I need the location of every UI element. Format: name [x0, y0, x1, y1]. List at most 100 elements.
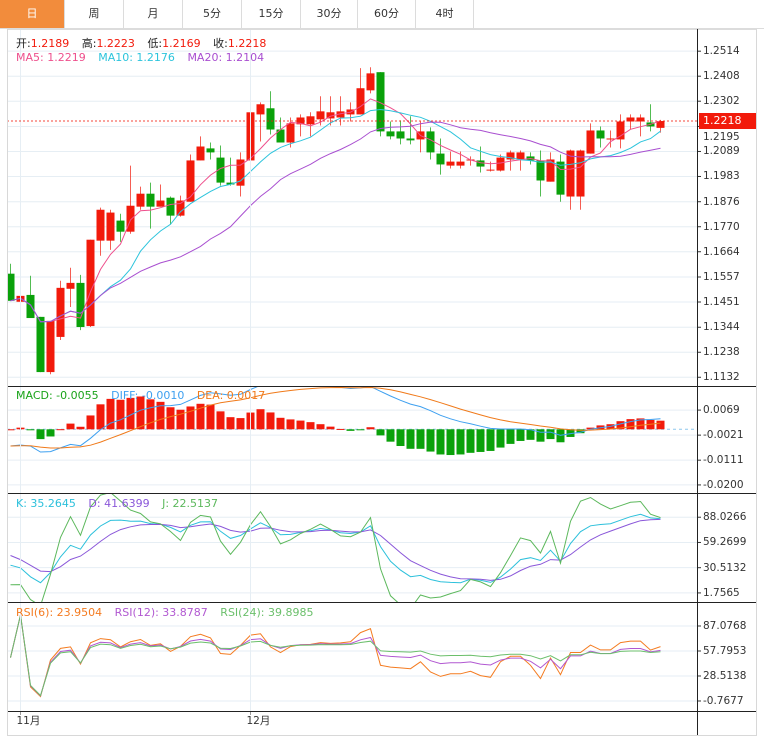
candle-body — [126, 205, 135, 232]
candle-up — [196, 136, 205, 161]
price-tick-label: 1.1132 — [703, 371, 740, 384]
candle-body — [506, 152, 515, 160]
macd-bar — [136, 396, 145, 430]
price-tick-label: 1.1770 — [703, 220, 740, 233]
candle-down — [396, 120, 405, 145]
tab-15min[interactable]: 15分 — [242, 0, 301, 28]
current-price-label: 1.2218 — [699, 113, 756, 130]
macd-bar — [416, 429, 425, 449]
candle-body — [586, 130, 595, 154]
candle-up — [616, 114, 625, 149]
candle-body — [136, 193, 145, 207]
macd-bar — [326, 426, 335, 430]
candle-body — [76, 282, 85, 328]
candle-down — [386, 121, 395, 140]
high-value: 1.2223 — [96, 37, 135, 50]
ma-legend: MA5: 1.2219 MA10: 1.2176 MA20: 1.2104 — [16, 51, 264, 64]
candle-up — [626, 114, 635, 130]
macd-bar — [506, 429, 515, 444]
candle-body — [196, 146, 205, 161]
tab-60min[interactable]: 60分 — [358, 0, 416, 28]
candle-up — [86, 239, 95, 328]
candle-down — [26, 275, 35, 319]
price-tick-label: 1.2089 — [703, 145, 740, 158]
macd-bar — [656, 420, 665, 430]
candle-down — [426, 127, 435, 160]
tab-5min[interactable]: 5分 — [183, 0, 242, 28]
candle-up — [516, 150, 525, 171]
macd-bar — [516, 429, 525, 441]
k-value: K: 35.2645 — [16, 497, 76, 510]
rsi-tick-label: -0.7677 — [703, 694, 744, 707]
price-tick-label: 1.1557 — [703, 270, 740, 283]
macd-bar — [166, 407, 175, 430]
macd-bar — [126, 397, 135, 430]
ma10-line — [10, 108, 661, 323]
price-tick-label: 1.1344 — [703, 321, 740, 334]
dea-line — [10, 387, 661, 449]
candle-body — [146, 193, 155, 207]
tab-week[interactable]: 周 — [65, 0, 124, 28]
candle-down — [226, 157, 235, 186]
macd-bar — [176, 409, 185, 430]
candle-body — [106, 212, 115, 241]
macd-bar — [26, 429, 35, 431]
candle-body — [596, 130, 605, 139]
open-label: 开: — [16, 37, 31, 50]
kdj-tick-label: 88.0266 — [703, 511, 747, 524]
candle-up — [636, 114, 645, 137]
macd-bar — [306, 422, 315, 430]
macd-bar — [546, 429, 555, 440]
price-tick-label: 1.1983 — [703, 170, 740, 183]
candle-body — [306, 116, 315, 125]
tab-month[interactable]: 月 — [124, 0, 183, 28]
candle-up — [96, 207, 105, 256]
tab-30min[interactable]: 30分 — [301, 0, 358, 28]
candle-up — [236, 152, 245, 197]
candle-down — [376, 72, 385, 137]
macd-bar — [116, 399, 125, 430]
macd-bar — [226, 417, 235, 430]
candle-body — [7, 273, 15, 301]
candle-body — [366, 73, 375, 91]
candle-down — [166, 196, 175, 225]
kdj-tick-label: 30.5132 — [703, 561, 747, 574]
candle-body — [446, 161, 455, 166]
candle-body — [96, 209, 105, 241]
open-value: 1.2189 — [30, 37, 70, 50]
tab-4hour[interactable]: 4时 — [416, 0, 474, 28]
macd-bar — [576, 429, 585, 434]
candle-body — [396, 131, 405, 139]
candle-down — [7, 263, 15, 301]
macd-bar — [496, 429, 505, 448]
candle-down — [596, 126, 605, 148]
candle-body — [66, 282, 75, 289]
candle-down — [206, 142, 215, 160]
macd-bar — [106, 398, 115, 430]
macd-bar — [486, 429, 495, 451]
price-tick-label: 1.2408 — [703, 70, 740, 83]
candle-up — [46, 320, 55, 375]
macd-bar — [146, 399, 155, 430]
candle-up — [656, 119, 665, 133]
rsi6-value: RSI(6): 23.9504 — [16, 606, 103, 619]
candle-up — [106, 209, 115, 250]
macd-bar — [456, 429, 465, 455]
candle-down — [146, 182, 155, 229]
kdj-tick-label: 59.2699 — [703, 536, 747, 549]
candle-up — [606, 130, 615, 148]
price-tick-label: 1.2514 — [703, 45, 740, 58]
candle-up — [576, 149, 585, 210]
macd-bar — [526, 429, 535, 440]
diff-value: DIFF: -0.0010 — [111, 389, 185, 402]
tab-day[interactable]: 日 — [0, 0, 65, 28]
d-line — [10, 518, 661, 581]
macd-bar — [406, 429, 415, 449]
macd-bar — [186, 406, 195, 430]
candle-up — [186, 154, 195, 202]
macd-bar — [586, 427, 595, 430]
d-value: D: 41.6399 — [88, 497, 150, 510]
period-tabs: 日 周 月 5分 15分 30分 60分 4时 — [0, 0, 764, 29]
ma10-value: MA10: 1.2176 — [98, 51, 175, 64]
